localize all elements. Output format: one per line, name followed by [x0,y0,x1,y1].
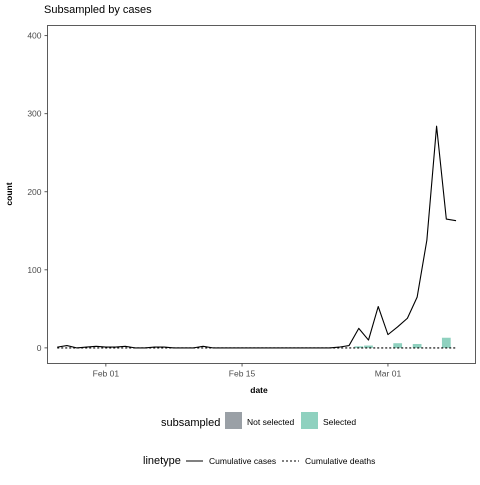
line-series [57,125,457,349]
legend-cumulative-deaths-label: Cumulative deaths [305,456,375,466]
legend-selected-label: Selected [323,417,356,427]
y-tick-label: 200 [27,187,41,197]
bar-series [354,337,451,348]
y-tick-label: 400 [27,31,41,41]
bar-selected [441,337,451,348]
legend-linetype: linetype Cumulative cases Cumulative dea… [143,455,375,467]
legend-not-selected-swatch [225,412,242,429]
bar-selected [393,343,403,348]
legend-not-selected-label: Not selected [247,417,295,427]
legend-linetype-title: linetype [143,455,181,467]
y-tick-label: 100 [27,265,41,275]
legend-subsampled-title: subsampled [161,417,220,429]
x-axis: Feb 01 Feb 15 Mar 01 [93,363,402,379]
line-cumulative-cases [57,125,457,349]
x-tick-label: Mar 01 [375,369,402,379]
y-axis-title: count [4,182,14,205]
y-axis: 0 100 200 300 400 [27,31,48,353]
legend-selected-swatch [301,412,318,429]
legend-cumulative-cases-label: Cumulative cases [209,456,276,466]
chart-title: Subsampled by cases [44,4,152,16]
plot-panel [47,25,476,364]
x-tick-label: Feb 15 [229,369,256,379]
bar-selected [412,343,422,348]
y-tick-label: 300 [27,109,41,119]
x-axis-title: date [250,385,268,395]
bar-selected [354,346,364,348]
y-tick-label: 0 [37,343,42,353]
x-tick-label: Feb 01 [93,369,120,379]
legend-subsampled: subsampled Not selected Selected [161,412,356,429]
bar-selected [364,345,373,348]
